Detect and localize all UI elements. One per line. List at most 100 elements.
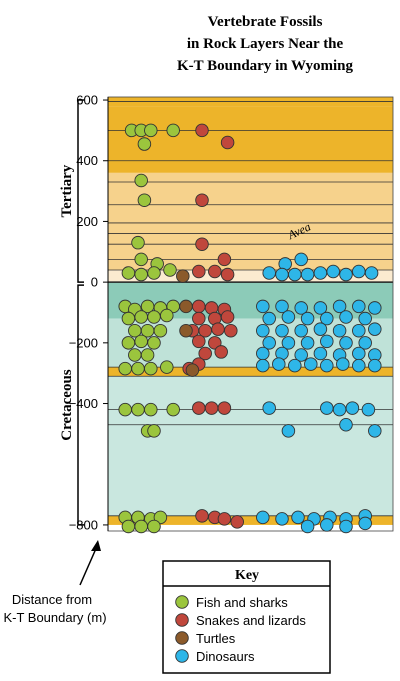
fossil-point-dinosaurs-27	[313, 322, 328, 336]
fossil-point-dinosaurs-15	[332, 299, 347, 314]
fossil-point-snakes-and-lizards-1	[220, 135, 235, 150]
legend: Key Fish and sharks Snakes and lizards Tur…	[162, 560, 331, 674]
fossil-point-fish-and-sharks-19	[121, 311, 136, 326]
fossil-point-fish-and-sharks-22	[160, 308, 174, 323]
fossil-point-fish-and-sharks-34	[160, 360, 174, 374]
fossil-point-fish-and-sharks-33	[144, 361, 158, 376]
fossil-point-snakes-and-lizards-2	[195, 193, 209, 207]
y-tick-label-1: 400	[76, 153, 98, 168]
fossil-point-dinosaurs-55	[345, 401, 360, 415]
fossil-point-snakes-and-lizards-19	[208, 336, 222, 350]
fossil-point-dinosaurs-23	[358, 311, 372, 326]
fossil-point-snakes-and-lizards-25	[204, 401, 219, 415]
y-tick-label-4: −200	[69, 335, 98, 350]
fossil-point-fish-and-sharks-28	[147, 336, 161, 350]
fossil-point-snakes-and-lizards-24	[192, 401, 206, 415]
fossil-point-dinosaurs-62	[291, 510, 305, 525]
fossil-point-snakes-and-lizards-5	[192, 264, 206, 279]
fossil-point-dinosaurs-26	[294, 323, 308, 338]
fossil-point-snakes-and-lizards-20	[198, 346, 212, 361]
fossil-point-snakes-and-lizards-26	[217, 401, 232, 415]
fossil-point-dinosaurs-40	[313, 346, 328, 361]
fossil-point-dinosaurs-51	[368, 358, 382, 373]
fossil-point-turtles-1	[179, 299, 193, 314]
legend-swatch-0	[175, 595, 189, 609]
fossil-point-fish-and-sharks-26	[121, 336, 136, 350]
fossil-point-turtles-0	[176, 269, 190, 283]
fossil-point-snakes-and-lizards-27	[195, 509, 209, 523]
legend-swatch-1	[175, 613, 189, 627]
fossil-point-dinosaurs-28	[332, 323, 347, 338]
rock-layer-1	[108, 106, 393, 173]
fossil-point-fish-and-sharks-13	[163, 263, 177, 277]
fossil-point-dinosaurs-61	[275, 512, 289, 526]
fossil-point-dinosaurs-30	[368, 322, 382, 336]
fossil-point-dinosaurs-19	[281, 310, 296, 324]
ylabel-line-2: K-T Boundary (m)	[3, 610, 106, 625]
fossil-point-turtles-2	[179, 323, 193, 338]
legend-swatch-2	[175, 631, 189, 645]
era-brackets: Tertiary Cretaceous	[59, 99, 84, 526]
fossil-point-dinosaurs-7	[326, 264, 340, 279]
fossil-point-fish-and-sharks-3	[166, 123, 180, 138]
legend-swatch-3	[175, 649, 189, 663]
fossil-point-fish-and-sharks-32	[131, 361, 145, 376]
fossil-point-snakes-and-lizards-0	[195, 123, 209, 138]
fossil-point-dinosaurs-21	[320, 311, 334, 326]
rock-layer-7	[108, 376, 393, 410]
legend-label-2: Turtles	[196, 631, 236, 646]
fossil-point-dinosaurs-34	[320, 334, 334, 349]
fossil-point-dinosaurs-6	[313, 266, 328, 280]
fossil-point-dinosaurs-59	[368, 424, 382, 438]
fossil-point-snakes-and-lizards-30	[230, 515, 244, 529]
title-line-2: in Rock Layers Near the	[187, 36, 344, 52]
fossil-point-fish-and-sharks-4	[137, 137, 152, 151]
fossil-point-dinosaurs-58	[339, 418, 353, 432]
title-line-3: K-T Boundary in Wyoming	[177, 58, 354, 74]
fossil-point-snakes-and-lizards-13	[220, 310, 235, 324]
fossil-point-dinosaurs-17	[368, 301, 382, 315]
fossil-point-dinosaurs-4	[288, 267, 302, 282]
fossil-point-dinosaurs-11	[256, 299, 270, 314]
fossil-point-dinosaurs-2	[262, 266, 276, 280]
fossil-point-dinosaurs-9	[352, 264, 366, 279]
fossil-point-dinosaurs-54	[332, 402, 347, 417]
fossil-point-fish-and-sharks-36	[131, 402, 145, 417]
legend-label-0: Fish and sharks	[196, 595, 288, 610]
fossil-point-fish-and-sharks-35	[118, 402, 132, 417]
fossil-point-dinosaurs-50	[352, 358, 366, 373]
fossil-point-snakes-and-lizards-17	[224, 323, 238, 338]
fossil-point-fish-and-sharks-40	[147, 424, 161, 438]
fossil-point-dinosaurs-3	[275, 267, 289, 282]
fossil-point-fish-and-sharks-21	[147, 310, 161, 324]
fossil-point-dinosaurs-46	[288, 358, 302, 373]
fossil-point-dinosaurs-52	[262, 401, 276, 415]
fossil-point-snakes-and-lizards-18	[192, 334, 206, 349]
fossil-point-dinosaurs-57	[281, 424, 296, 438]
legend-title: Key	[235, 568, 259, 583]
rock-layer-2	[108, 172, 393, 270]
fossil-point-dinosaurs-25	[275, 323, 289, 338]
chart-title: Vertebrate Fossils in Rock Layers Near t…	[177, 14, 354, 74]
fossil-point-dinosaurs-8	[339, 267, 353, 282]
fossil-point-fish-and-sharks-25	[153, 323, 168, 338]
fossil-point-dinosaurs-56	[361, 402, 376, 417]
rock-layer-6	[108, 367, 393, 377]
fossil-point-fish-and-sharks-10	[121, 266, 136, 280]
legend-box	[162, 560, 331, 674]
fossil-point-fish-and-sharks-27	[134, 334, 148, 349]
fossil-point-dinosaurs-12	[275, 299, 289, 314]
fossil-point-dinosaurs-37	[256, 346, 270, 361]
fossil-point-dinosaurs-67	[300, 519, 315, 534]
fossil-point-fish-and-sharks-30	[140, 348, 155, 362]
fossil-point-fish-and-sharks-20	[134, 310, 148, 324]
fossil-points	[118, 123, 382, 534]
fossil-point-dinosaurs-47	[304, 357, 318, 371]
fossil-point-dinosaurs-35	[339, 336, 353, 350]
fossil-point-snakes-and-lizards-21	[214, 345, 228, 359]
y-tick-label-2: 200	[76, 214, 98, 229]
rock-layer-9	[108, 515, 393, 525]
ylabel-arrow-head	[91, 540, 101, 551]
title-line-1: Vertebrate Fossils	[208, 14, 323, 30]
